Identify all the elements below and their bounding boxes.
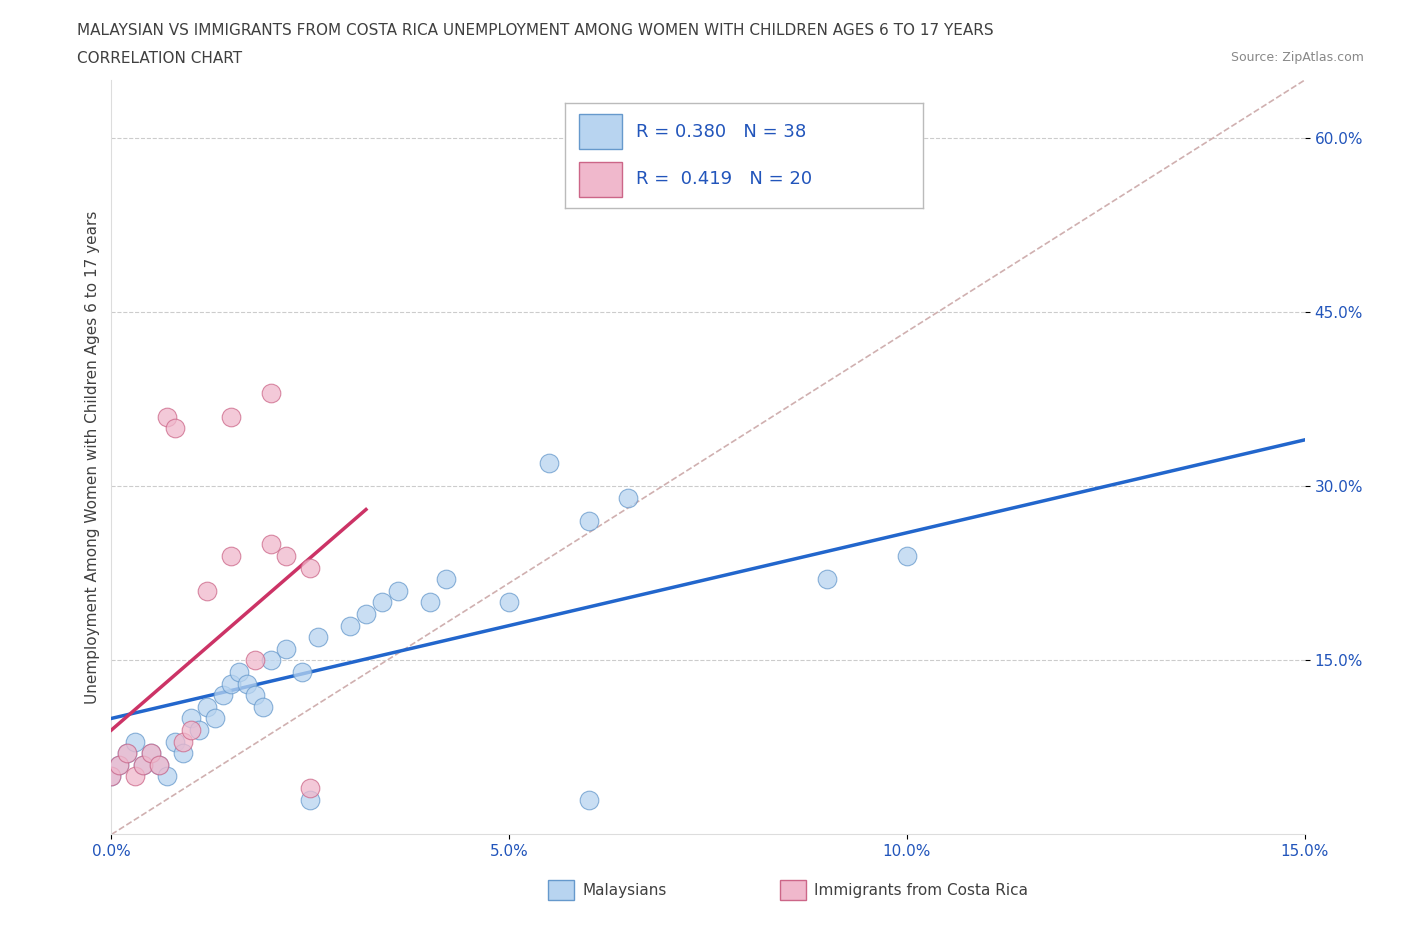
Point [219, 409, 242, 424]
Point [132, 757, 155, 772]
Point [156, 409, 179, 424]
Point [100, 769, 122, 784]
Point [259, 653, 281, 668]
Point [195, 583, 218, 598]
Point [156, 769, 179, 784]
Point [228, 665, 250, 680]
Point [108, 757, 131, 772]
Point [815, 572, 838, 587]
Point [187, 723, 209, 737]
Point [307, 630, 329, 644]
Point [339, 618, 361, 633]
Point [165, 421, 187, 436]
Point [132, 757, 155, 772]
Point [124, 769, 146, 784]
Point [117, 746, 139, 761]
Point [148, 757, 170, 772]
Point [434, 572, 457, 587]
Point [354, 606, 377, 621]
Point [211, 688, 233, 703]
Point [291, 665, 314, 680]
Point [100, 769, 122, 784]
Point [276, 549, 298, 564]
Point [387, 583, 409, 598]
Point [243, 653, 266, 668]
Point [419, 595, 441, 610]
Point [180, 711, 202, 725]
Point [204, 711, 226, 725]
Text: MALAYSIAN VS IMMIGRANTS FROM COSTA RICA UNEMPLOYMENT AMONG WOMEN WITH CHILDREN A: MALAYSIAN VS IMMIGRANTS FROM COSTA RICA … [77, 23, 994, 38]
Point [259, 537, 281, 551]
Point [117, 746, 139, 761]
Text: Immigrants from Costa Rica: Immigrants from Costa Rica [814, 883, 1028, 897]
Point [141, 746, 163, 761]
Point [299, 780, 322, 795]
Point [219, 676, 242, 691]
Point [371, 595, 394, 610]
Point [252, 699, 274, 714]
Point [498, 595, 520, 610]
Text: Source: ZipAtlas.com: Source: ZipAtlas.com [1230, 51, 1364, 64]
Point [259, 386, 281, 401]
Y-axis label: Unemployment Among Women with Children Ages 6 to 17 years: Unemployment Among Women with Children A… [86, 210, 100, 704]
Point [578, 792, 600, 807]
Point [235, 676, 257, 691]
Point [617, 490, 640, 505]
Point [172, 734, 194, 749]
Point [195, 699, 218, 714]
Point [219, 549, 242, 564]
Point [180, 723, 202, 737]
Point [537, 456, 560, 471]
Point [299, 792, 322, 807]
Point [243, 688, 266, 703]
Point [108, 757, 131, 772]
Point [578, 513, 600, 528]
Text: Malaysians: Malaysians [582, 883, 666, 897]
Point [148, 757, 170, 772]
Point [165, 734, 187, 749]
Point [124, 734, 146, 749]
Point [141, 746, 163, 761]
Point [276, 642, 298, 657]
Point [299, 560, 322, 575]
Point [172, 746, 194, 761]
Point [896, 549, 918, 564]
Text: CORRELATION CHART: CORRELATION CHART [77, 51, 242, 66]
